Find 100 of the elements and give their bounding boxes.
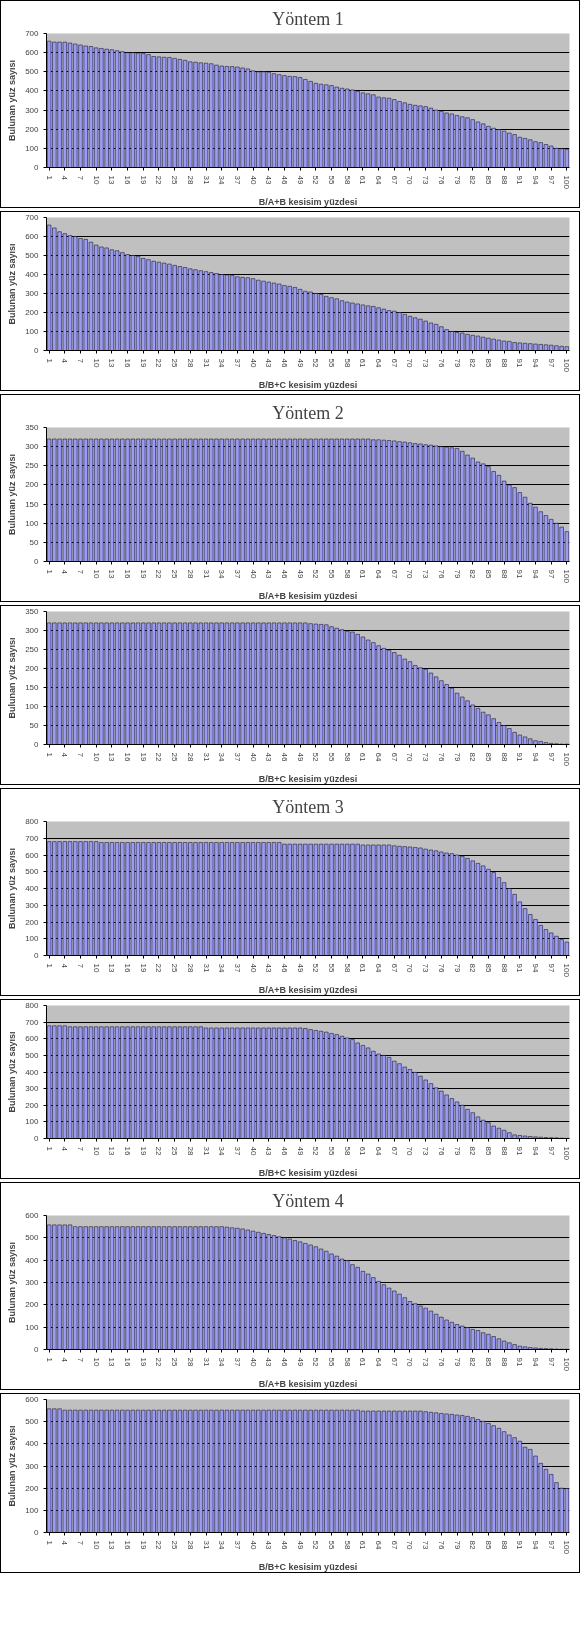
y-tick-label: 100	[25, 518, 40, 528]
x-tick-label: 49	[295, 358, 305, 368]
y-tick-label: 800	[25, 817, 40, 826]
y-tick-label: 500	[25, 1417, 40, 1427]
y-axis-title: Bulunan yüz sayısı	[7, 1031, 18, 1113]
x-tick-label: 61	[358, 1540, 368, 1550]
x-tick-label: 55	[327, 963, 337, 973]
x-tick-label: 64	[374, 1540, 384, 1550]
x-tick-label: 91	[515, 175, 525, 185]
y-tick-label: 400	[25, 884, 40, 893]
y-tick-label: 300	[25, 105, 40, 115]
y-tick-label: 400	[25, 270, 40, 279]
x-tick-label: 28	[185, 175, 195, 185]
x-tick-label: 67	[389, 569, 399, 579]
x-tick-label: 73	[421, 963, 431, 973]
x-tick-label: 13	[107, 569, 117, 579]
x-axis-title: B/A+B kesisim yüzdesi	[258, 590, 358, 601]
x-tick-label: 82	[468, 752, 478, 762]
x-tick-label: 16	[123, 175, 133, 185]
x-tick-label: 79	[452, 1146, 462, 1156]
y-tick-label: 500	[25, 251, 40, 260]
x-tick-label: 7	[75, 358, 85, 364]
x-tick-label: 22	[154, 1146, 164, 1156]
x-tick-label: 70	[405, 1146, 415, 1156]
x-tick-label: 97	[546, 1357, 556, 1367]
x-tick-label: 37	[232, 1540, 242, 1550]
y-tick-label: 500	[25, 1050, 40, 1060]
x-tick-label: 34	[217, 175, 227, 185]
x-tick-label: 67	[389, 1357, 399, 1367]
x-tick-label: 85	[483, 1357, 493, 1367]
x-tick-label: 34	[217, 1540, 227, 1550]
x-tick-label: 79	[452, 358, 462, 368]
x-tick-label: 94	[531, 175, 541, 185]
x-tick-label: 25	[170, 175, 180, 185]
x-tick-label: 88	[499, 752, 509, 762]
y-tick-label: 100	[25, 143, 40, 153]
x-tick-label: 10	[91, 569, 101, 579]
x-tick-label: 58	[342, 175, 352, 185]
x-tick-label: 1	[44, 1146, 54, 1152]
x-tick-label: 70	[405, 1357, 415, 1367]
y-tick-label: 0	[34, 1528, 40, 1537]
x-tick-label: 64	[374, 358, 384, 368]
x-tick-label: 16	[123, 1540, 133, 1550]
y-tick-label: 250	[25, 645, 40, 654]
x-tick-label: 19	[138, 175, 148, 185]
y-tick-label: 600	[25, 48, 40, 58]
x-tick-label: 10	[91, 1357, 101, 1367]
x-tick-label: 22	[154, 963, 164, 973]
x-tick-label: 49	[295, 1357, 305, 1367]
x-tick-label: 52	[311, 358, 321, 368]
y-axis-title: Bulunan yüz sayısı	[7, 637, 18, 719]
y-tick-label: 600	[25, 232, 40, 241]
x-tick-label: 7	[75, 1540, 85, 1546]
x-tick-label: 49	[295, 175, 305, 185]
x-tick-label: 76	[436, 1540, 446, 1550]
x-tick-label: 85	[483, 358, 493, 368]
x-tick-label: 7	[75, 1357, 85, 1363]
x-tick-label: 91	[515, 358, 525, 368]
x-tick-label: 82	[468, 963, 478, 973]
x-tick-label: 46	[279, 1146, 289, 1156]
x-tick-label: 34	[217, 1357, 227, 1367]
x-tick-label: 100	[562, 963, 572, 978]
x-tick-label: 61	[358, 358, 368, 368]
x-tick-label: 70	[405, 752, 415, 762]
x-tick-label: 25	[170, 1146, 180, 1156]
x-tick-label: 91	[515, 569, 525, 579]
x-tick-label: 67	[389, 1146, 399, 1156]
x-tick-label: 82	[468, 175, 478, 185]
y-tick-label: 100	[25, 1505, 40, 1515]
x-tick-label: 52	[311, 1146, 321, 1156]
x-tick-label: 91	[515, 963, 525, 973]
x-tick-label: 31	[201, 963, 211, 973]
x-tick-label: 79	[452, 1357, 462, 1367]
x-tick-label: 76	[436, 358, 446, 368]
x-tick-label: 82	[468, 1146, 478, 1156]
x-tick-label: 10	[91, 175, 101, 185]
x-tick-label: 85	[483, 1146, 493, 1156]
x-tick-label: 82	[468, 358, 478, 368]
y-tick-label: 50	[29, 537, 40, 547]
x-tick-label: 40	[248, 1540, 258, 1550]
x-tick-label: 22	[154, 1357, 164, 1367]
x-tick-label: 28	[185, 1540, 195, 1550]
x-tick-label: 1	[44, 1540, 54, 1546]
x-tick-label: 25	[170, 569, 180, 579]
x-tick-label: 34	[217, 963, 227, 973]
x-axis-title: B/B+C kesisim yüzdesi	[258, 1167, 358, 1178]
x-tick-label: 88	[499, 1146, 509, 1156]
x-tick-label: 16	[123, 358, 133, 368]
x-tick-label: 49	[295, 963, 305, 973]
y-tick-label: 200	[25, 1300, 40, 1310]
y-tick-label: 300	[25, 1084, 40, 1094]
x-axis-title: B/A+B kesisim yüzdesi	[258, 196, 358, 207]
x-tick-label: 91	[515, 1540, 525, 1550]
x-tick-label: 34	[217, 569, 227, 579]
x-tick-label: 82	[468, 1540, 478, 1550]
x-tick-label: 73	[421, 1540, 431, 1550]
x-tick-label: 1	[44, 752, 54, 758]
y-tick-label: 400	[25, 86, 40, 96]
x-tick-label: 43	[264, 1357, 274, 1367]
x-tick-label: 31	[201, 1146, 211, 1156]
